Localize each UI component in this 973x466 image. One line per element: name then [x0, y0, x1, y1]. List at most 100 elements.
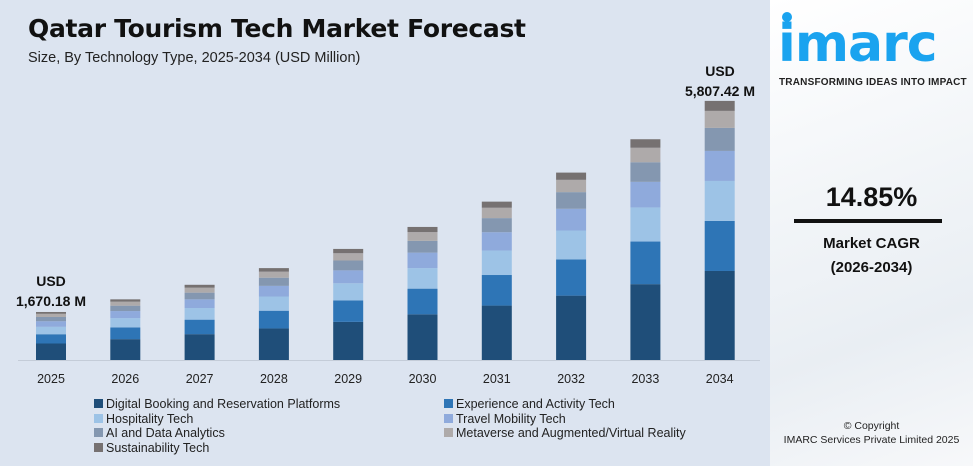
bar-segment-2033 [630, 241, 661, 285]
bar-segment-2033 [630, 181, 661, 208]
bar-segment-2030 [407, 288, 438, 315]
annotation-2025: USD 1,670.18 M [6, 271, 96, 311]
bar-segment-2028 [258, 310, 289, 329]
x-tick-label: 2028 [260, 372, 288, 386]
annotation-value: 5,807.42 M [684, 83, 756, 99]
bar-segment-2028 [258, 271, 289, 278]
legend-item: Metaverse and Augmented/Virtual Reality [444, 426, 686, 440]
x-tick-label: 2026 [111, 372, 139, 386]
bar-segment-2034 [704, 270, 735, 360]
bar-segment-2029 [333, 253, 364, 261]
x-tick-label: 2027 [186, 372, 214, 386]
bar-segment-2026 [110, 305, 141, 312]
bar-segment-2032 [556, 208, 587, 231]
bar-segment-2027 [184, 292, 215, 300]
imarc-logo: imarc [778, 14, 938, 74]
bar-segment-2027 [184, 319, 215, 335]
bar-segment-2030 [407, 268, 438, 289]
bar-segment-2028 [258, 268, 289, 272]
bar-segment-2032 [556, 259, 587, 296]
legend-swatch [94, 442, 103, 452]
legend-swatch [444, 399, 453, 408]
bar-segment-2029 [333, 260, 364, 271]
bar-segment-2026 [110, 327, 141, 340]
bar-segment-2033 [630, 139, 661, 148]
bar-segment-2030 [407, 240, 438, 253]
cagr-value: 14.85% [825, 182, 918, 212]
bar-segment-2027 [184, 308, 215, 320]
bar-segment-2032 [556, 230, 587, 260]
x-tick-label: 2031 [483, 372, 511, 386]
x-tick-label: 2034 [706, 372, 734, 386]
bar-segment-2028 [258, 328, 289, 360]
legend-swatch [94, 413, 103, 423]
x-tick-label: 2032 [557, 372, 585, 386]
legend-item: Digital Booking and Reservation Platform… [94, 397, 340, 411]
legend-label: Experience and Activity Tech [456, 397, 615, 411]
bar-segment-2033 [630, 147, 661, 163]
bar-segment-2034 [704, 220, 735, 271]
bar-segment-2032 [556, 295, 587, 360]
bar-segment-2031 [481, 207, 512, 219]
bar-segment-2032 [556, 192, 587, 209]
legend-item: Hospitality Tech [94, 412, 193, 426]
bar-segment-2026 [110, 301, 141, 306]
bar-segment-2025 [36, 321, 66, 327]
bar-segment-2029 [333, 321, 364, 360]
annotation-2034: USD 5,807.42 M [675, 61, 765, 101]
bar-segment-2029 [333, 248, 364, 254]
legend-item: Experience and Activity Tech [444, 397, 615, 411]
legend-item: Travel Mobility Tech [444, 412, 566, 426]
bar-segment-2025 [36, 313, 66, 317]
copyright: © Copyright [843, 420, 900, 432]
annotation-currency: USD [36, 273, 66, 289]
bar-segment-2032 [556, 179, 587, 193]
tagline: TRANSFORMING IDEAS INTO IMPACT [779, 77, 967, 88]
bar-segment-2025 [36, 311, 66, 314]
legend-label: Hospitality Tech [106, 411, 194, 426]
bar-segment-2026 [110, 339, 141, 360]
bar-segment-2031 [481, 218, 512, 233]
bar-segment-2034 [704, 110, 735, 128]
bar-segment-2027 [184, 299, 215, 309]
bar-segment-2033 [630, 284, 661, 360]
bar-segment-2028 [258, 285, 289, 297]
bar-segment-2027 [184, 334, 215, 360]
bar-segment-2029 [333, 300, 364, 322]
legend-label: Travel Mobility Tech [456, 411, 566, 426]
bar-segment-2032 [556, 172, 587, 180]
side-panel: imarc TRANSFORMING IDEAS INTO IMPACT 14.… [770, 0, 973, 466]
chart-panel: Qatar Tourism Tech Market Forecast Size,… [0, 0, 770, 466]
bar-segment-2033 [630, 207, 661, 242]
bar-segment-2029 [333, 270, 364, 284]
legend-label: Digital Booking and Reservation Platform… [106, 397, 341, 411]
x-tick-label: 2033 [631, 372, 659, 386]
bar-segment-2031 [481, 275, 512, 306]
x-tick-label: 2030 [409, 372, 437, 386]
bar-segment-2030 [407, 314, 438, 360]
x-tick-label: 2029 [334, 372, 362, 386]
legend-swatch [94, 428, 103, 437]
legend-swatch [444, 428, 453, 437]
bar-segment-2031 [481, 232, 512, 251]
bar-segment-2031 [481, 201, 512, 208]
logo-dot-icon [782, 12, 792, 22]
bar-segment-2025 [36, 326, 66, 335]
bar-chart: 2025 2026 2027 2028 2029 2030 2031 2032 2033 2034 [18, 100, 760, 386]
chart-subtitle: Size, By Technology Type, 2025-2034 (USD… [28, 50, 361, 66]
company-name: IMARC Services Private Limited 2025 [783, 434, 960, 446]
bar-segment-2026 [110, 299, 141, 302]
bar-segment-2031 [481, 250, 512, 276]
legend-label: Sustainability Tech [106, 440, 210, 455]
bar-segment-2026 [110, 311, 141, 319]
bar-segment-2026 [110, 318, 141, 328]
bar-segment-2029 [333, 283, 364, 301]
bar-segment-2034 [704, 180, 735, 221]
bar-segment-2030 [407, 226, 438, 233]
x-tick-label: 2025 [37, 372, 65, 386]
bar-segment-2030 [407, 232, 438, 241]
bar-segment-2034 [704, 150, 735, 181]
cagr-label: Market CAGR [823, 235, 920, 252]
bar-segment-2028 [258, 277, 289, 286]
legend-swatch [94, 399, 103, 408]
